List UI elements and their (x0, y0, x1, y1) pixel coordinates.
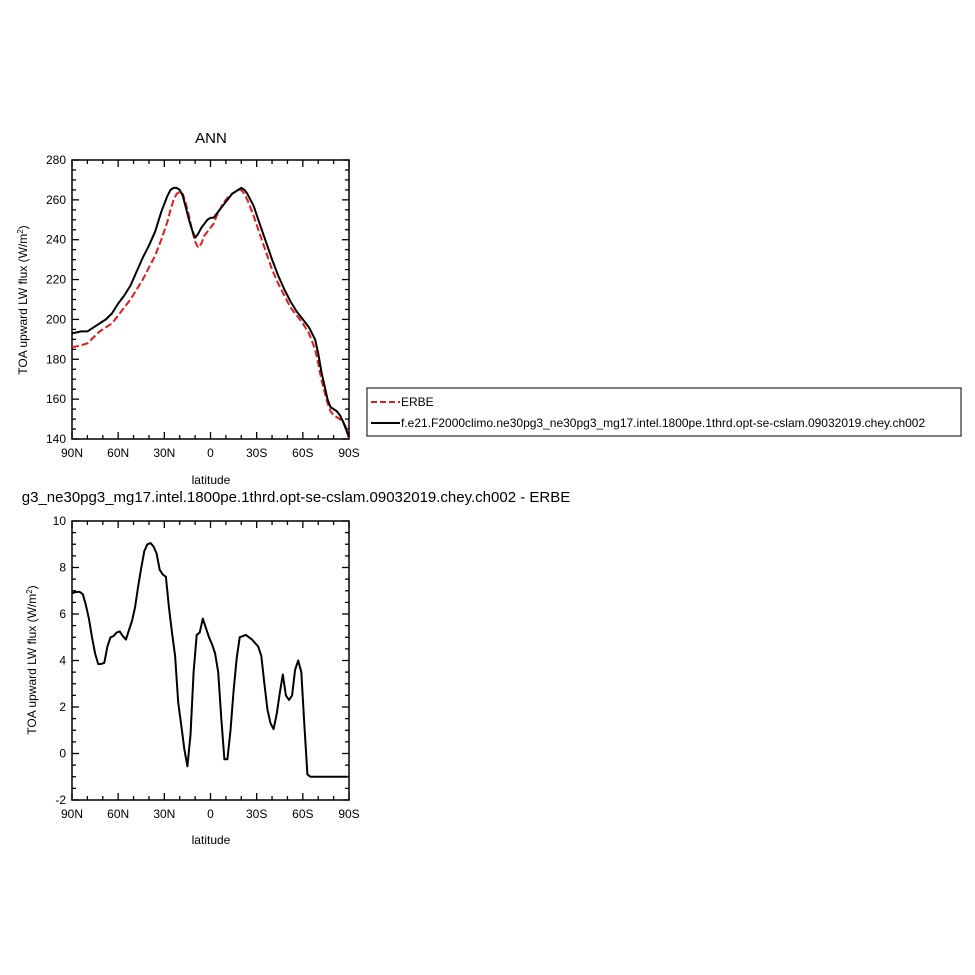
top-y-tick-label: 240 (46, 233, 66, 247)
bottom-series-line-difference (71, 542, 348, 778)
top-ylabel-close: ) (16, 225, 30, 229)
top-y-tick-label: 200 (46, 312, 66, 326)
bottom-x-tick-label: 30S (246, 807, 267, 821)
bottom-y-tick-label: 8 (59, 561, 66, 575)
legend-box (366, 387, 962, 437)
bottom-ylabel-main: TOA upward LW flux (W/m (25, 594, 39, 735)
top-x-tick-label: 0 (207, 446, 214, 460)
top-chart-title: ANN (195, 130, 227, 147)
bottom-x-tick-label: 90S (338, 807, 359, 821)
legend-label-model: f.e21.F2000climo.ne30pg3_ne30pg3_mg17.in… (401, 416, 925, 430)
top-x-tick-label: 30N (153, 446, 175, 460)
bottom-x-tick-label: 30N (153, 807, 175, 821)
legend-label-erbe: ERBE (401, 395, 434, 409)
top-chart-ylabel: TOA upward LW flux (W/m2) (16, 225, 31, 374)
top-ylabel-main: TOA upward LW flux (W/m (16, 234, 30, 375)
bottom-y-tick-label: 4 (59, 654, 66, 668)
top-chart-ticks: 90N 60N 30N 0 30S 60S 90S 140 160 180 200 220 240 260… (46, 153, 360, 460)
top-y-tick-label: 220 (46, 273, 66, 287)
top-x-tick-label: 60S (292, 446, 313, 460)
top-x-tick-label: 90N (61, 446, 83, 460)
bottom-chart-xlabel: latitude (192, 833, 231, 847)
top-y-tick-label: 280 (46, 153, 66, 167)
top-y-tick-label: 180 (46, 352, 66, 366)
top-y-tick-label: 260 (46, 193, 66, 207)
top-x-tick-label: 30S (246, 446, 267, 460)
top-chart-lines (71, 186, 350, 440)
bottom-y-tick-label: 10 (53, 514, 67, 528)
bottom-y-tick-label: 6 (59, 607, 66, 621)
top-series-line-erbe (71, 188, 350, 440)
bottom-x-tick-label: 60S (292, 807, 313, 821)
bottom-x-tick-label: 60N (107, 807, 129, 821)
top-ylabel-sup: 2 (16, 229, 25, 234)
bottom-y-tick-label: 0 (59, 747, 66, 761)
top-chart-xlabel: latitude (192, 473, 231, 487)
top-chart: ANN 90N 60N 30N 0 30S 60S 90S 140 160 180 200 220 24… (16, 130, 360, 487)
bottom-chart-ylabel: TOA upward LW flux (W/m2) (25, 585, 40, 734)
bottom-y-tick-label: 2 (59, 700, 66, 714)
bottom-chart-title: g3_ne30pg3_mg17.intel.1800pe.1thrd.opt-s… (22, 489, 570, 506)
legend: ERBE f.e21.F2000climo.ne30pg3_ne30pg3_mg… (366, 387, 962, 437)
bottom-chart-lines (71, 542, 348, 778)
top-y-tick-label: 160 (46, 392, 66, 406)
top-chart-frame (71, 159, 350, 440)
top-y-tick-label: 140 (46, 432, 66, 446)
top-x-tick-label: 60N (107, 446, 129, 460)
bottom-chart-frame (71, 520, 350, 801)
bottom-chart: g3_ne30pg3_mg17.intel.1800pe.1thrd.opt-s… (22, 489, 570, 847)
bottom-x-tick-label: 90N (61, 807, 83, 821)
top-x-tick-label: 90S (338, 446, 359, 460)
bottom-ylabel-sup: 2 (25, 589, 34, 594)
bottom-y-tick-label: -2 (55, 793, 66, 807)
bottom-x-tick-label: 0 (207, 807, 214, 821)
bottom-chart-ticks: 90N 60N 30N 0 30S 60S 90S -2 0 2 4 6 8 10 (53, 514, 360, 821)
top-series-line-model (71, 186, 350, 438)
bottom-ylabel-close: ) (25, 585, 39, 589)
